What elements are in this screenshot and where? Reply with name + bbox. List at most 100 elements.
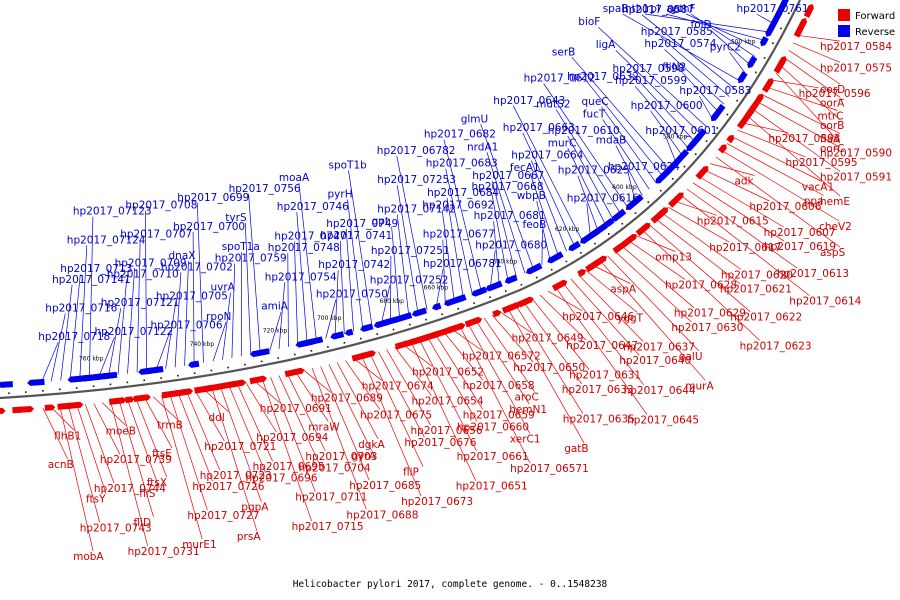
leader-line-hp2017-0625 bbox=[577, 175, 599, 231]
leader-line-hp2017-0695 bbox=[236, 383, 273, 462]
forward-gene-32 bbox=[249, 375, 267, 385]
gene-label-hp2017-0625: hp2017_0625 bbox=[558, 165, 630, 177]
minor-tick bbox=[227, 366, 229, 369]
forward-gene-93 bbox=[695, 166, 709, 180]
gene-label-gyra: gyrA bbox=[352, 451, 377, 463]
gene-label-adk: adk bbox=[735, 176, 755, 188]
leader-line-hp2017-0637 bbox=[578, 274, 644, 342]
gene-label-hp2017-0691: hp2017_0691 bbox=[260, 403, 332, 415]
leader-line-wbpb bbox=[536, 201, 551, 261]
gene-label-hp2017-0731: hp2017_0731 bbox=[128, 546, 200, 558]
minor-tick bbox=[42, 390, 44, 392]
gene-label-hp2017-0615: hp2017_0615 bbox=[697, 215, 769, 227]
leader-line-hp2017-0726 bbox=[177, 392, 213, 482]
leader-line-gpt bbox=[391, 226, 401, 319]
gene-label-mure1: murE1 bbox=[182, 539, 217, 551]
leader-line-hp2017-0744 bbox=[84, 404, 115, 484]
gene-label-hp2017-07123: hp2017_07123 bbox=[73, 206, 152, 218]
leader-line-hp2017-0633 bbox=[523, 302, 582, 385]
leader-line-hp2017-0574 bbox=[664, 48, 725, 105]
leader-line-hp2017-0624 bbox=[627, 171, 636, 202]
leader-line-hp2017-0703 bbox=[286, 373, 326, 452]
leader-line-glmu bbox=[480, 124, 534, 270]
gene-label-hp2017-0743: hp2017_0743 bbox=[80, 522, 152, 534]
leader-line-aroc bbox=[483, 317, 535, 392]
leader-line-hp2017-0704 bbox=[278, 375, 319, 463]
gene-label-asps: aspS bbox=[820, 247, 846, 259]
leader-line-hp2017-0591 bbox=[752, 108, 841, 172]
leader-line-nth1 bbox=[644, 13, 770, 33]
leader-line-ftsx bbox=[135, 398, 168, 478]
minor-tick bbox=[59, 388, 61, 391]
reverse-gene-14 bbox=[100, 371, 118, 380]
gene-label-hp2017-0624: hp2017_0624 bbox=[608, 161, 680, 173]
leader-line-hp2017-0601 bbox=[665, 135, 677, 163]
minor-tick bbox=[310, 350, 313, 352]
gene-label-hp2017-0622: hp2017_0622 bbox=[730, 312, 802, 324]
minor-tick bbox=[520, 283, 523, 286]
gene-label-hp2017-0661: hp2017_0661 bbox=[457, 451, 529, 463]
leader-line-flip bbox=[369, 353, 424, 467]
gene-label-hp2017-0660: hp2017_0660 bbox=[457, 422, 529, 434]
reverse-gene-73 bbox=[568, 240, 581, 252]
minor-tick bbox=[608, 233, 610, 235]
gene-label-hp2017-0694: hp2017_0694 bbox=[256, 432, 328, 444]
gene-label-hp2017-0650: hp2017_0650 bbox=[513, 362, 585, 374]
gene-label-hp2017-0739: hp2017_0739 bbox=[100, 454, 172, 466]
leader-line-adk bbox=[710, 163, 755, 176]
gene-label-hp2017-0629: hp2017_0629 bbox=[674, 308, 746, 320]
forward-gene-16 bbox=[125, 396, 135, 404]
gene-labels: hp2017_0718hp2017_0716hp2017_07141hp2017… bbox=[38, 3, 892, 563]
gene-label-hp2017-0632: hp2017_0632 bbox=[567, 71, 639, 83]
gene-label-hp2017-0596: hp2017_0596 bbox=[799, 88, 871, 100]
leader-line-ppa bbox=[726, 143, 824, 196]
minor-tick bbox=[441, 313, 443, 316]
gene-label-hp2017-0696: hp2017_0696 bbox=[246, 473, 318, 485]
gene-label-hp2017-0723: hp2017_0723 bbox=[200, 470, 272, 482]
gene-label-hp2017-0628: hp2017_0628 bbox=[665, 279, 737, 291]
gene-label-hp2017-0675: hp2017_0675 bbox=[360, 410, 432, 422]
minor-tick bbox=[535, 276, 538, 279]
gene-label-hp2017-0656: hp2017_0656 bbox=[411, 425, 483, 437]
forward-gene-17 bbox=[133, 394, 151, 402]
leader-line-hp2017-0692 bbox=[441, 210, 455, 301]
gene-label-flid: fliD bbox=[134, 517, 152, 529]
leader-line-mura bbox=[600, 260, 706, 381]
forward-gene-55 bbox=[446, 322, 466, 334]
forward-gene-79 bbox=[612, 243, 624, 254]
leader-line-fold bbox=[710, 29, 751, 66]
gene-label-hp2017-0606: hp2017_0606 bbox=[749, 201, 821, 213]
gene-label-hp2017-0748: hp2017_0748 bbox=[268, 242, 340, 254]
leader-line-hp2017-0607 bbox=[698, 176, 784, 228]
gene-label-flis: fliS bbox=[139, 488, 156, 500]
leader-line-hp2017-0709 bbox=[127, 268, 135, 374]
leader-line-pgpa bbox=[219, 386, 262, 502]
leader-line-hp2017-0696 bbox=[228, 384, 266, 473]
gene-label-hp2017-0726: hp2017_0726 bbox=[192, 481, 264, 493]
forward-gene-3 bbox=[16, 406, 34, 413]
leader-line-hemn1 bbox=[475, 320, 530, 405]
gene-label-ftse: ftsE bbox=[152, 448, 172, 460]
gene-label-chev2: cheV2 bbox=[819, 221, 852, 233]
gene-label-hp2017-0711: hp2017_0711 bbox=[295, 492, 367, 504]
gene-label-hp2017-0658: hp2017_0658 bbox=[463, 380, 535, 392]
minor-tick bbox=[126, 381, 129, 384]
minor-tick bbox=[763, 57, 766, 59]
tick-label-640-kbp: 640 kbp bbox=[493, 259, 518, 266]
minor-tick bbox=[621, 222, 624, 225]
leader-line-xerc1 bbox=[467, 323, 531, 434]
reverse-gene-39 bbox=[344, 328, 354, 336]
leader-line-hp2017-0723 bbox=[186, 391, 221, 470]
leader-line-oora bbox=[784, 57, 841, 98]
gene-label-feca1: fecA1 bbox=[510, 162, 540, 174]
leader-line-hp2017-0617 bbox=[668, 206, 730, 243]
leader-line-moeb bbox=[102, 402, 126, 426]
leader-line-oorc bbox=[775, 72, 841, 144]
leader-line-hp2017-0716 bbox=[50, 313, 66, 382]
gene-label-hp2017-0667: hp2017_0667 bbox=[472, 170, 544, 182]
leader-line-hp2017-0685 bbox=[320, 366, 370, 481]
reverse-gene-53 bbox=[432, 302, 442, 311]
leader-line-hp2017-0575 bbox=[792, 42, 841, 63]
gene-label-hp2017-0727: hp2017_0727 bbox=[187, 510, 259, 522]
minor-tick bbox=[457, 308, 459, 310]
